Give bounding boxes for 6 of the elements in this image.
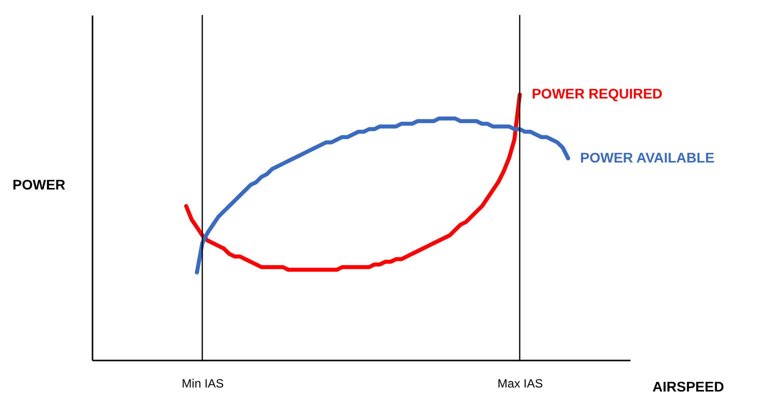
series-label: POWER REQUIRED xyxy=(532,86,662,102)
x-axis-title: AIRSPEED xyxy=(652,378,724,394)
x-tick-label: Min IAS xyxy=(182,376,224,390)
series-label: POWER AVAILABLE xyxy=(580,149,714,166)
y-axis-title: POWER xyxy=(12,176,66,192)
x-tick-label: Max IAS xyxy=(498,376,543,390)
